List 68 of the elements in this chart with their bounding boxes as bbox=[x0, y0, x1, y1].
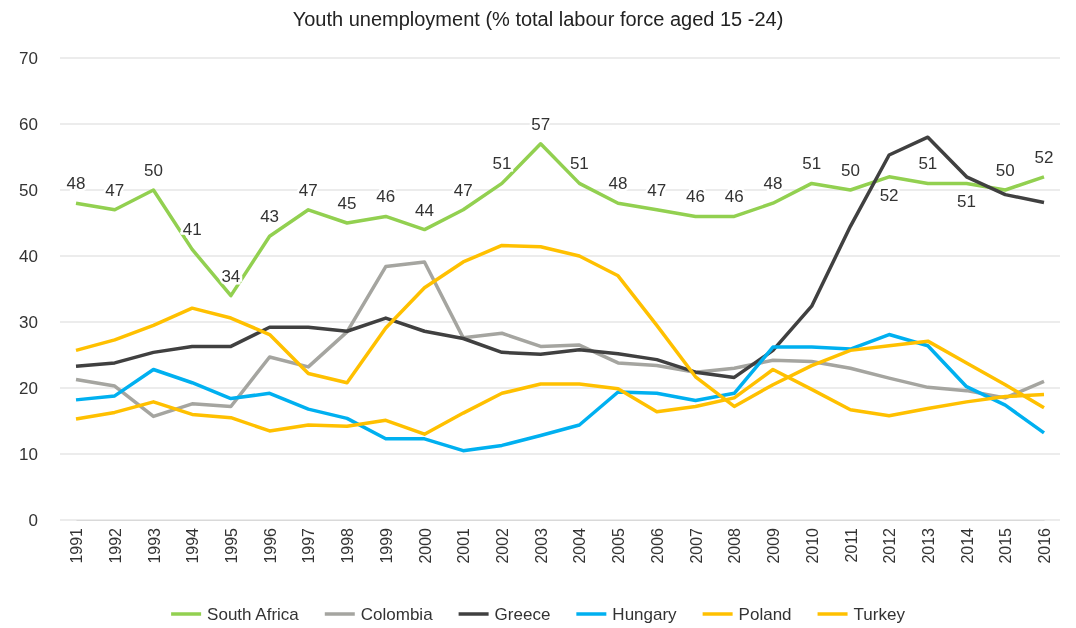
y-tick-label: 50 bbox=[19, 180, 38, 200]
data-label: 48 bbox=[608, 174, 628, 194]
data-label: 52 bbox=[879, 185, 899, 205]
x-tick-label: 2012 bbox=[881, 527, 899, 564]
data-label: 51 bbox=[569, 154, 589, 174]
x-tick-label: 2016 bbox=[1036, 527, 1054, 564]
data-label: 47 bbox=[298, 180, 318, 200]
legend-label: Greece bbox=[494, 605, 551, 624]
line-series bbox=[74, 332, 1046, 453]
data-label: 51 bbox=[957, 192, 977, 212]
y-tick-label: 20 bbox=[19, 378, 38, 398]
y-tick-label: 30 bbox=[19, 312, 38, 332]
data-label: 44 bbox=[415, 200, 434, 220]
x-tick-label: 2009 bbox=[765, 527, 783, 564]
x-tick-label: 2003 bbox=[532, 527, 550, 564]
data-label: 50 bbox=[995, 161, 1015, 180]
data-label: 48 bbox=[763, 174, 783, 194]
data-label: 45 bbox=[337, 194, 357, 213]
x-tick-label: 2010 bbox=[803, 527, 821, 564]
data-label: 46 bbox=[724, 187, 744, 207]
x-tick-label: 2013 bbox=[919, 527, 937, 564]
legend-label: Turkey bbox=[853, 605, 906, 624]
x-tick-label: 2006 bbox=[648, 527, 666, 564]
legend-label: South Africa bbox=[207, 605, 300, 624]
x-tick-label: 2005 bbox=[610, 527, 628, 564]
x-tick-label: 1997 bbox=[300, 527, 318, 564]
data-label: 47 bbox=[105, 180, 125, 200]
x-tick-label: 1992 bbox=[106, 527, 124, 564]
data-label: 51 bbox=[918, 154, 938, 174]
data-label: 47 bbox=[647, 180, 667, 200]
data-label: 48 bbox=[66, 174, 86, 194]
data-label: 47 bbox=[453, 180, 473, 200]
x-tick-label: 1999 bbox=[377, 527, 395, 564]
y-tick-label: 60 bbox=[19, 114, 38, 134]
x-tick-label: 1994 bbox=[184, 527, 202, 564]
x-tick-label: 2002 bbox=[494, 527, 512, 564]
data-label: 41 bbox=[182, 220, 202, 240]
x-tick-label: 1993 bbox=[145, 527, 163, 564]
x-tick-label: 1996 bbox=[261, 527, 279, 564]
x-tick-label: 2000 bbox=[416, 527, 434, 564]
y-tick-label: 0 bbox=[28, 510, 38, 530]
data-label: 51 bbox=[492, 154, 512, 174]
data-label: 52 bbox=[1034, 147, 1054, 167]
x-tick-label: 2001 bbox=[455, 527, 473, 564]
x-tick-label: 2007 bbox=[687, 527, 705, 564]
y-tick-label: 10 bbox=[19, 444, 38, 464]
data-label: 43 bbox=[260, 207, 280, 227]
x-tick-label: 1998 bbox=[339, 527, 357, 564]
y-tick-label: 70 bbox=[19, 48, 38, 68]
x-tick-label: 2015 bbox=[997, 527, 1015, 564]
y-tick-label: 40 bbox=[19, 246, 38, 266]
data-label: 50 bbox=[143, 161, 163, 180]
x-tick-label: 2004 bbox=[571, 527, 589, 564]
data-label: 50 bbox=[840, 161, 860, 180]
x-tick-label: 2008 bbox=[726, 527, 744, 564]
x-tick-label: 2011 bbox=[842, 527, 860, 563]
data-label: 46 bbox=[686, 187, 705, 207]
x-tick-label: 1995 bbox=[222, 527, 240, 564]
data-label: 46 bbox=[376, 187, 396, 207]
x-tick-label: 2014 bbox=[958, 527, 976, 564]
data-label: 34 bbox=[221, 266, 241, 286]
data-label: 57 bbox=[531, 114, 551, 134]
x-tick-label: 1991 bbox=[68, 527, 86, 564]
legend-label: Hungary bbox=[612, 605, 678, 624]
legend-label: Poland bbox=[738, 605, 792, 624]
chart-title: Youth unemployment (% total labour force aged 15 -24) bbox=[292, 8, 784, 30]
data-label: 51 bbox=[802, 154, 822, 174]
legend-label: Colombia bbox=[360, 605, 434, 624]
